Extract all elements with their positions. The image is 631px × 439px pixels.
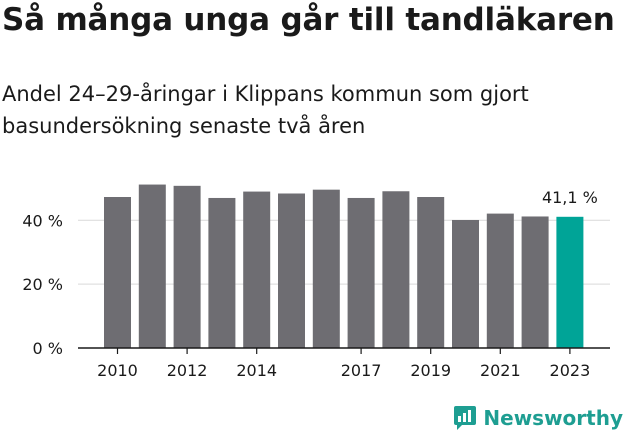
value-label: 41,1 % <box>542 188 598 207</box>
axes <box>78 347 610 354</box>
bar-2022 <box>521 216 549 348</box>
x-tick-label: 2017 <box>341 361 382 380</box>
bar-2018 <box>382 191 410 348</box>
bar-2019 <box>417 197 445 348</box>
x-tick-label: 2014 <box>236 361 277 380</box>
chart-subtitle: Andel 24–29-åringar i Klippans kommun so… <box>2 82 529 138</box>
x-tick-label: 2019 <box>410 361 451 380</box>
grid-lines <box>78 219 610 285</box>
bar-chart: 0 % 20 % 40 % 2010 2012 2014 2017 2019 2021 2023 4… <box>22 184 610 380</box>
bar-2014 <box>243 191 271 348</box>
newsworthy-brand: Newsworthy <box>453 405 623 431</box>
newsworthy-logo-icon <box>454 406 477 430</box>
x-tick-label: 2012 <box>167 361 208 380</box>
chart-title: Så många unga går till tandläkaren <box>2 2 615 38</box>
bars <box>104 184 584 348</box>
bar-2012 <box>173 185 201 348</box>
brand-name: Newsworthy <box>483 406 623 430</box>
y-tick-label: 0 % <box>33 339 63 358</box>
bar-2020 <box>452 219 479 348</box>
x-tick-label: 2023 <box>550 361 591 380</box>
bar-2010 <box>104 197 131 348</box>
bar-2011 <box>138 184 166 348</box>
labels: 0 % 20 % 40 % 2010 2012 2014 2017 2019 2021 2023 4… <box>22 188 598 380</box>
y-tick-label: 40 % <box>22 211 63 230</box>
x-tick-label: 2021 <box>480 361 521 380</box>
bar-2015 <box>278 193 305 348</box>
x-tick-label: 2010 <box>97 361 138 380</box>
bar-2021 <box>486 213 514 348</box>
y-tick-label: 20 % <box>22 275 63 294</box>
bar-2023 <box>556 216 584 348</box>
bar-2016 <box>312 189 340 348</box>
bar-2013 <box>208 197 236 348</box>
bar-2017 <box>347 197 375 348</box>
